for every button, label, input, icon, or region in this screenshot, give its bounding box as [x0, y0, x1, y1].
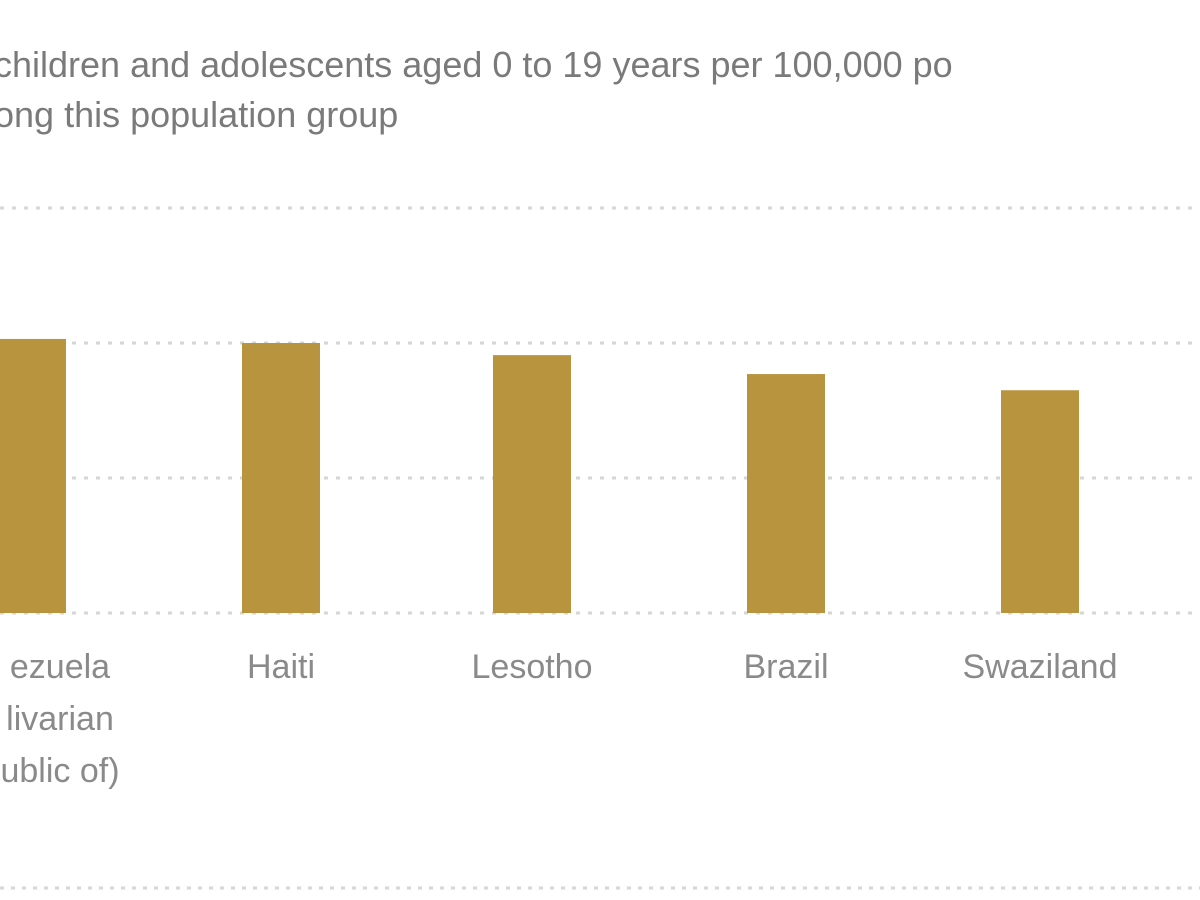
category-label-0: ezuela livarian ublic of) [0, 648, 119, 790]
category-label-line: Haiti [247, 648, 315, 686]
category-label-line: Brazil [743, 648, 828, 686]
bar-2 [493, 355, 571, 613]
subtitle-line-2: ong this population group [0, 94, 399, 135]
category-label-line: Lesotho [472, 648, 593, 686]
bar-3 [747, 374, 825, 613]
category-label-1: Haiti [247, 648, 315, 686]
category-labels: ezuela livarian ublic of) Haiti Lesotho Brazi… [0, 648, 1117, 790]
bars [0, 338, 1079, 613]
bar-4 [1001, 390, 1079, 613]
category-label-4: Swaziland [963, 648, 1118, 686]
chart-subtitle: children and adolescents aged 0 to 19 ye… [0, 40, 1200, 140]
category-label-2: Lesotho [472, 648, 593, 686]
bar-0 [0, 338, 66, 613]
bar-1 [242, 343, 320, 613]
subtitle-line-1: children and adolescents aged 0 to 19 ye… [0, 44, 953, 85]
category-label-3: Brazil [743, 648, 828, 686]
category-label-line: ublic of) [0, 752, 119, 790]
category-label-line: Swaziland [963, 648, 1118, 686]
category-label-line: livarian [6, 700, 114, 738]
gridlines [0, 206, 1200, 615]
category-label-line: ezuela [10, 648, 110, 686]
